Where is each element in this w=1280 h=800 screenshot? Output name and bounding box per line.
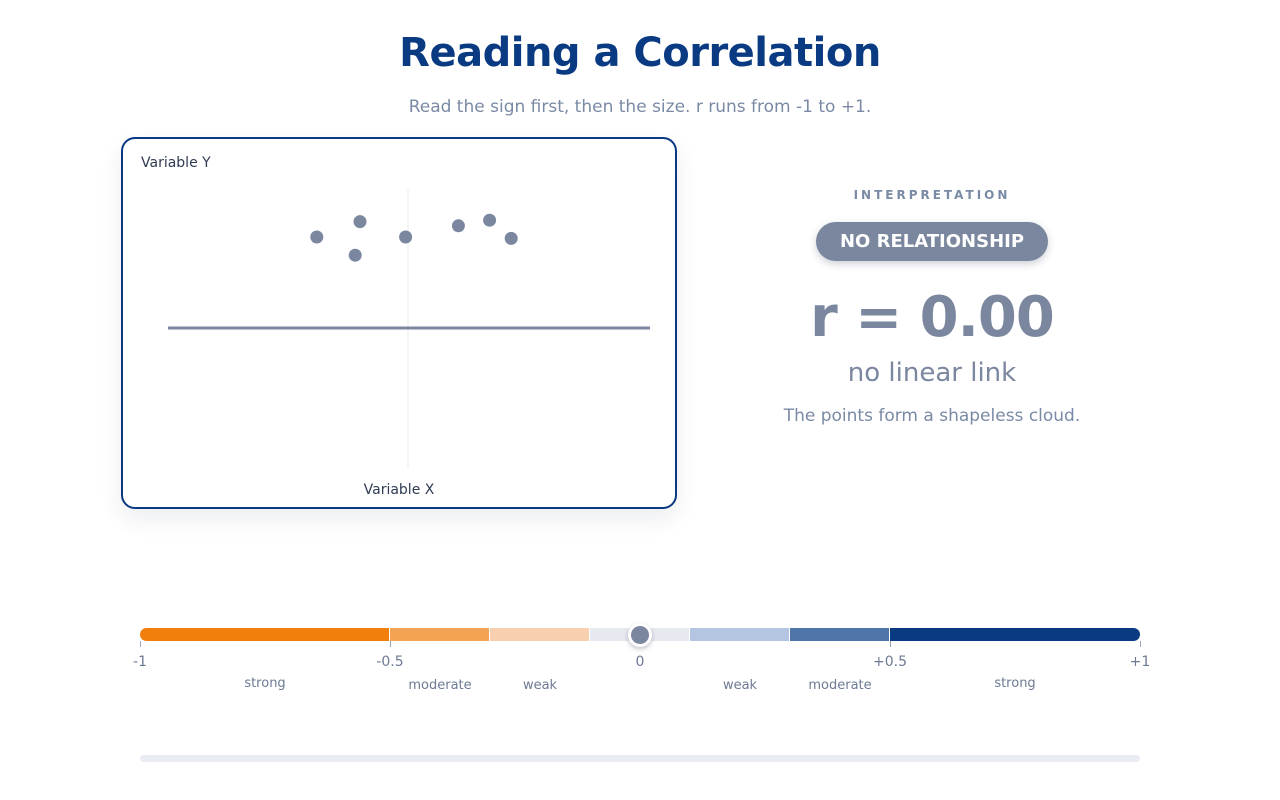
data-point xyxy=(483,213,497,227)
scale-zone-label: strong xyxy=(994,676,1036,691)
scale-zone-label: weak xyxy=(722,678,758,693)
relationship-badge: NO RELATIONSHIP xyxy=(815,222,1049,261)
data-point xyxy=(348,248,362,262)
scale-tick-label: -0.5 xyxy=(376,654,404,670)
r-value: r = 0.00 xyxy=(810,285,1055,350)
scale-tick-mark xyxy=(390,641,391,647)
page-subtitle: Read the sign first, then the size. r ru… xyxy=(408,97,872,117)
scale-tick-label: -1 xyxy=(133,654,147,670)
data-point xyxy=(504,231,518,245)
scale-tick-label: +0.5 xyxy=(873,654,907,670)
scatter-plot-card: Variable Y Variable X xyxy=(121,137,677,509)
x-axis-label: Variable X xyxy=(363,482,435,498)
scatter-plot xyxy=(168,189,650,469)
data-point xyxy=(353,215,367,229)
interpretation-panel: INTERPRETATION NO RELATIONSHIP r = 0.00 … xyxy=(740,180,1124,426)
scale-zone-label: strong xyxy=(244,676,286,691)
scale-tick-mark xyxy=(890,641,891,647)
scale-zone-label: moderate xyxy=(408,678,472,693)
scale-slider-handle[interactable] xyxy=(628,623,652,647)
scale-zone-label: moderate xyxy=(808,678,872,693)
scale-zone-label: weak xyxy=(522,678,558,693)
page-title: Reading a Correlation xyxy=(399,30,881,76)
scale-tick-label: +1 xyxy=(1129,654,1151,670)
scale-segment xyxy=(690,628,790,641)
y-axis-label: Variable Y xyxy=(141,155,211,171)
correlation-scale: -1 -0.5 0 +0.5 +1 strong moderate weak weak moder… xyxy=(133,623,1150,706)
data-point xyxy=(310,230,324,244)
scale-segment xyxy=(390,628,490,641)
scale-segment xyxy=(790,628,890,641)
progress-track xyxy=(140,755,1140,762)
data-point xyxy=(451,219,465,233)
interpretation-label: INTERPRETATION xyxy=(853,188,1011,202)
strength-text: no linear link xyxy=(847,358,1017,388)
scale-segment xyxy=(140,628,390,641)
scale-bar[interactable] xyxy=(140,628,1140,641)
data-point xyxy=(399,230,413,244)
description-text: The points form a shapeless cloud. xyxy=(783,406,1081,426)
scale-segment xyxy=(490,628,590,641)
scale-tick-mark xyxy=(140,641,141,647)
scale-tick-label: 0 xyxy=(635,654,645,670)
scale-segment xyxy=(890,628,1140,641)
scale-tick-mark xyxy=(1140,641,1141,647)
